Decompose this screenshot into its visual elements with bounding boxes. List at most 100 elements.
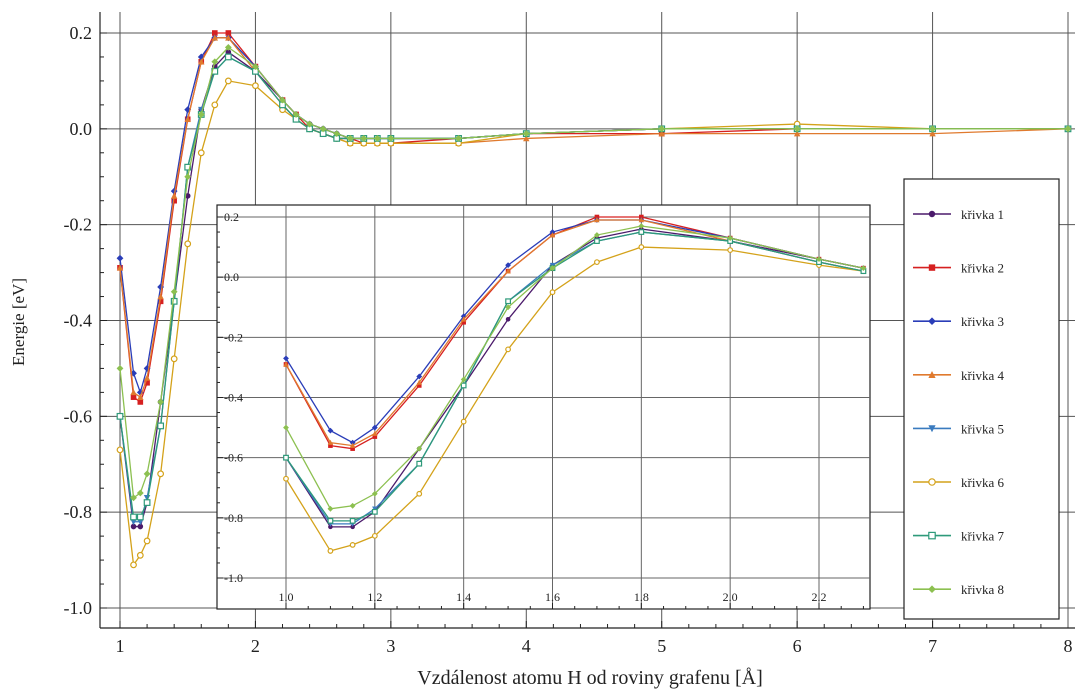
data-point bbox=[130, 388, 137, 396]
inset-data-point bbox=[416, 379, 422, 385]
data-point bbox=[130, 394, 137, 400]
y-tick-label: -0.4 bbox=[64, 311, 93, 331]
inset-data-point bbox=[328, 524, 333, 530]
data-point bbox=[157, 470, 165, 478]
inset-data-point bbox=[416, 490, 423, 497]
inset-x-tick-label: 1.6 bbox=[545, 590, 560, 604]
inset-y-tick-label: -0.2 bbox=[224, 330, 243, 344]
inset-data-point bbox=[505, 316, 511, 322]
inset-data-point bbox=[549, 229, 556, 235]
inset-data-point bbox=[639, 214, 644, 220]
inset-data-point bbox=[349, 517, 356, 524]
y-tick-label: -0.8 bbox=[64, 502, 93, 522]
legend-label: křivka 7 bbox=[961, 529, 1004, 544]
data-point bbox=[197, 53, 205, 61]
data-point bbox=[144, 379, 150, 386]
inset-data-point bbox=[349, 542, 356, 548]
inset-data-point bbox=[327, 439, 334, 445]
inset-data-point bbox=[460, 316, 467, 322]
data-point bbox=[455, 135, 462, 142]
data-point bbox=[184, 163, 192, 171]
y-tick-label: 0.2 bbox=[70, 23, 93, 43]
data-point bbox=[929, 125, 936, 133]
inset-data-point bbox=[327, 505, 334, 512]
inset-data-point bbox=[505, 304, 511, 311]
x-tick-label: 8 bbox=[1064, 636, 1073, 656]
data-point bbox=[130, 513, 137, 521]
x-tick-label: 1 bbox=[116, 636, 125, 656]
data-point bbox=[197, 111, 205, 118]
inset-data-point bbox=[416, 445, 423, 452]
legend: křivka 1 křivka 2 křivka 3 křivka 4 křivka 5… bbox=[903, 178, 1060, 620]
inset-x-tick-label: 1.0 bbox=[279, 590, 294, 604]
data-point bbox=[658, 125, 666, 133]
inset-data-point bbox=[594, 259, 600, 266]
data-point bbox=[319, 125, 327, 133]
inset-data-point bbox=[371, 424, 378, 431]
legend-box bbox=[903, 178, 1060, 620]
data-point bbox=[137, 393, 144, 400]
data-point bbox=[130, 561, 137, 569]
inset-plot: 1.0 1.2 1.4 1.6 1.8 2.0 2.2 0.2 0.0 -0.2 -0.4 -0.6 -… bbox=[216, 204, 871, 610]
data-point bbox=[130, 518, 137, 526]
inset-data-point bbox=[638, 223, 645, 229]
inset-data-point bbox=[371, 490, 378, 497]
data-point bbox=[116, 412, 124, 420]
data-point bbox=[522, 130, 530, 138]
inset-y-tick-label: -0.4 bbox=[224, 391, 243, 405]
inset-data-point bbox=[349, 442, 356, 448]
data-point bbox=[224, 43, 232, 51]
data-point bbox=[157, 293, 164, 300]
x-tick-label: 5 bbox=[657, 636, 666, 656]
inset-data-point bbox=[328, 443, 333, 448]
inset-data-point bbox=[327, 548, 334, 554]
inset-data-point bbox=[460, 382, 467, 389]
inset-data-point bbox=[327, 427, 334, 434]
legend-label: křivka 3 bbox=[961, 314, 1004, 329]
data-point bbox=[211, 34, 218, 41]
inset-data-point bbox=[594, 214, 600, 220]
x-axis-title: Vzdálenost atomu H od roviny grafenu [Å] bbox=[417, 667, 762, 689]
legend-swatch-marker bbox=[928, 264, 936, 271]
inset-data-point bbox=[638, 217, 645, 223]
data-point bbox=[184, 115, 191, 123]
inset-data-point bbox=[505, 268, 511, 274]
data-point bbox=[170, 288, 178, 296]
data-point bbox=[184, 240, 192, 248]
data-point bbox=[116, 365, 124, 372]
inset-data-point bbox=[349, 439, 356, 446]
x-tick-label: 7 bbox=[928, 636, 937, 656]
data-point bbox=[157, 298, 164, 305]
inset-data-point bbox=[416, 373, 423, 380]
data-point bbox=[198, 58, 205, 65]
data-point bbox=[1064, 125, 1072, 133]
data-point bbox=[373, 135, 381, 142]
inset-y-tick-label: 0.0 bbox=[224, 270, 239, 284]
inset-data-point bbox=[594, 217, 600, 223]
data-point bbox=[170, 355, 178, 363]
inset-data-point bbox=[460, 376, 467, 383]
data-point bbox=[279, 96, 286, 104]
data-point bbox=[212, 30, 218, 36]
data-point bbox=[292, 111, 300, 118]
inset-data-point bbox=[416, 460, 423, 467]
data-point bbox=[387, 135, 395, 142]
data-point bbox=[143, 537, 151, 545]
inset-data-point bbox=[505, 346, 511, 353]
data-point bbox=[224, 53, 232, 61]
inset-data-point bbox=[283, 475, 289, 482]
legend-label: křivka 1 bbox=[961, 207, 1004, 222]
data-point bbox=[929, 130, 936, 137]
inset-data-point bbox=[372, 434, 378, 439]
inset-data-point bbox=[283, 424, 289, 431]
legend-swatch-marker bbox=[928, 478, 936, 486]
legend-label: křivka 5 bbox=[961, 421, 1004, 436]
legend-label: křivka 4 bbox=[961, 368, 1004, 383]
legend-swatch-marker bbox=[928, 585, 936, 593]
data-point bbox=[136, 551, 144, 559]
x-tick-label: 3 bbox=[386, 636, 395, 656]
inset-y-tick-label: -0.6 bbox=[224, 451, 243, 465]
data-point bbox=[333, 130, 341, 138]
legend-label: křivka 8 bbox=[961, 582, 1004, 597]
